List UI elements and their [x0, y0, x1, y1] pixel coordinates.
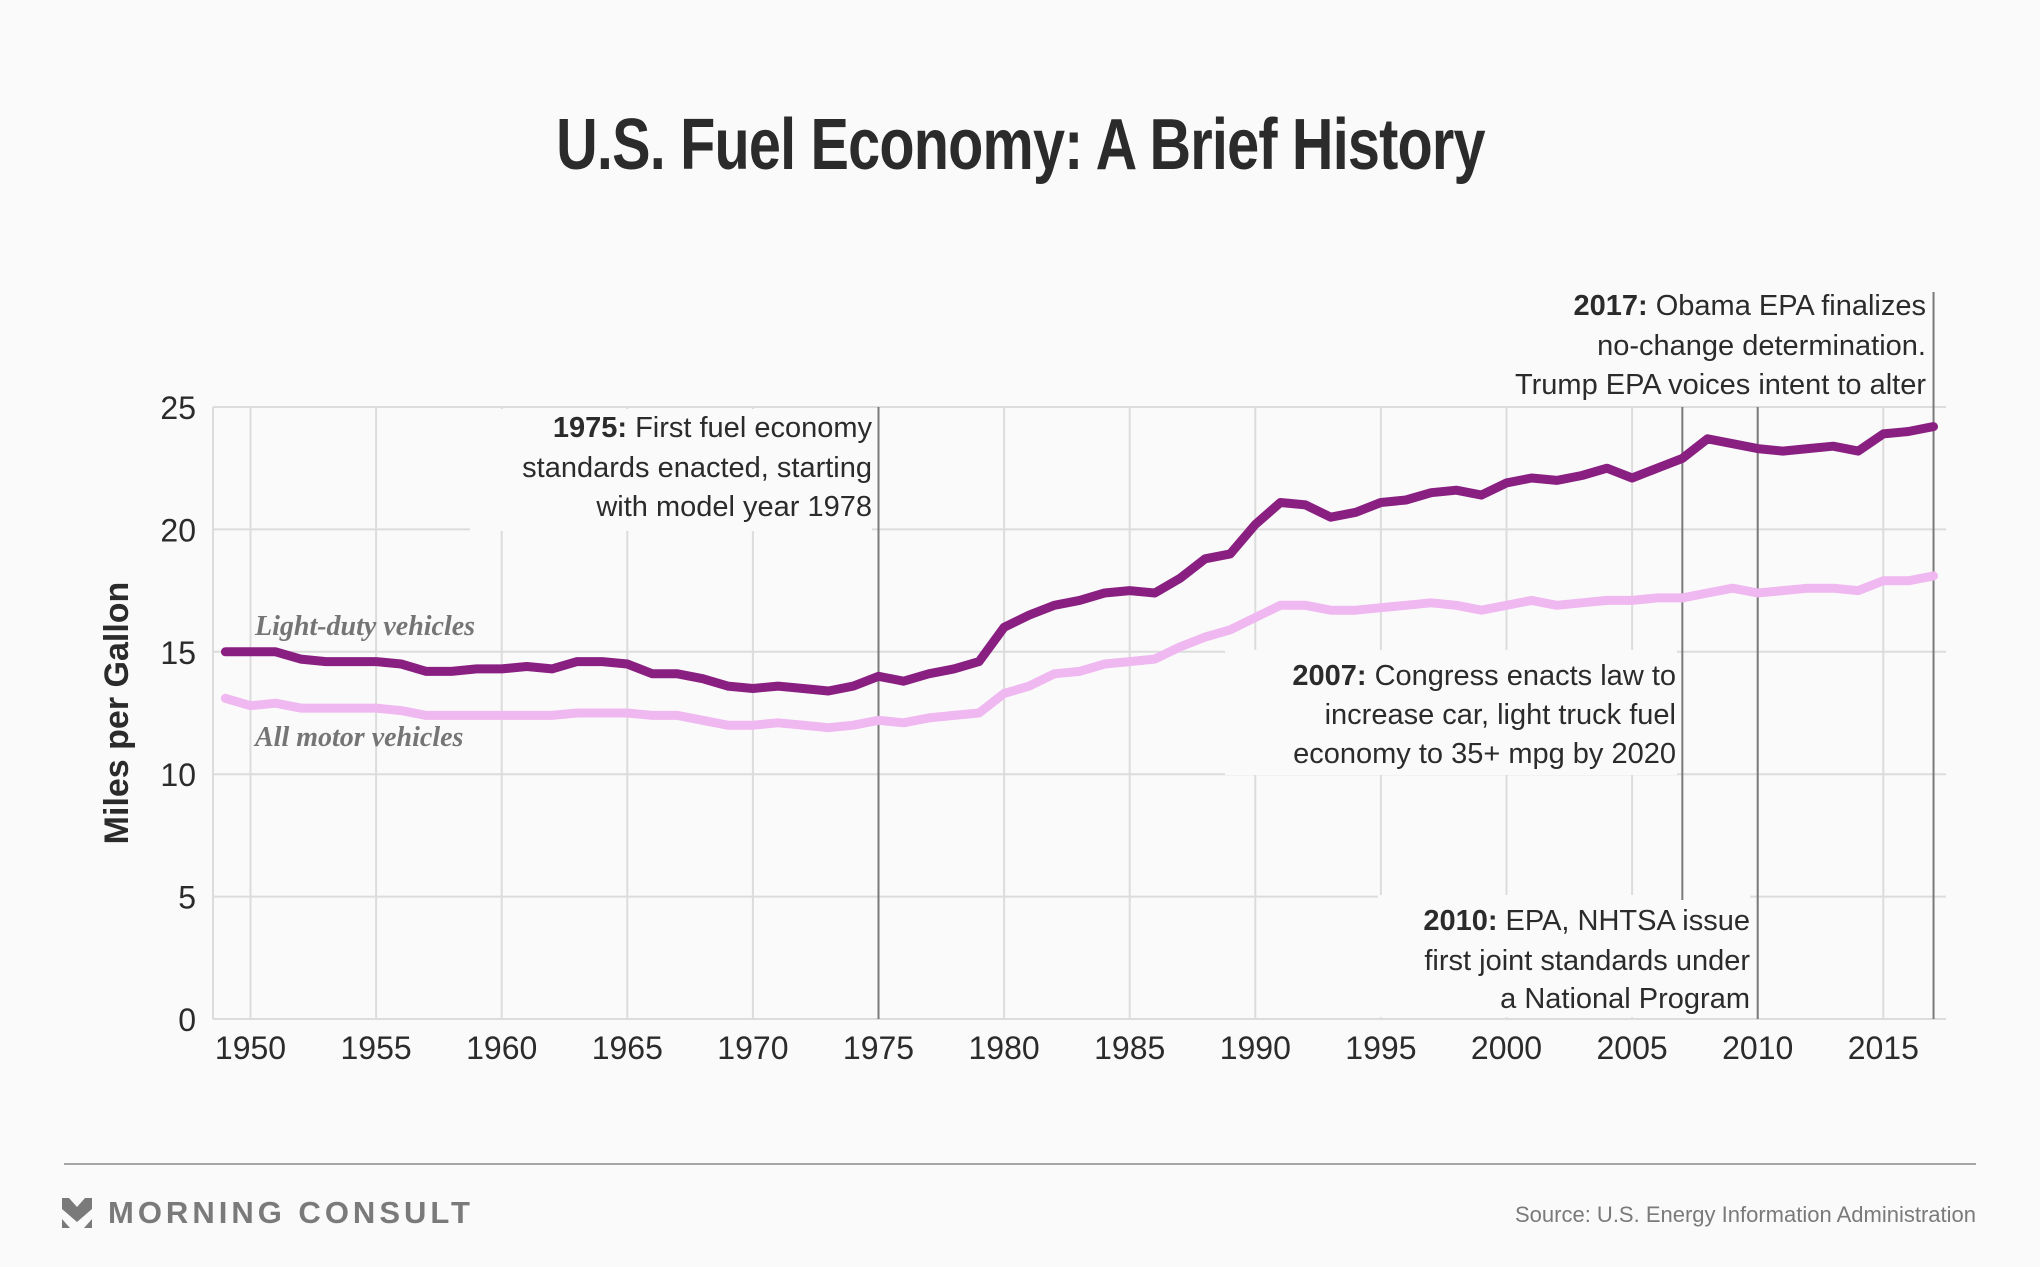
morning-consult-chevron-icon: [62, 1198, 92, 1228]
y-tick-label: 5: [178, 880, 196, 916]
y-tick-label: 20: [160, 512, 196, 548]
annotation-text-2007: increase car, light truck fuel: [1325, 699, 1676, 731]
annotation-text-2017: 2017: Obama EPA finalizes: [1574, 290, 1927, 322]
annotation-text-2017: Trump EPA voices intent to alter: [1515, 369, 1926, 401]
x-tick-label: 1980: [969, 1030, 1040, 1066]
y-tick-label: 15: [160, 635, 196, 671]
annotation-body: First fuel economy: [627, 412, 872, 444]
x-tick-label: 1995: [1345, 1030, 1416, 1066]
annotation-text-2007: 2007: Congress enacts law to: [1292, 660, 1676, 692]
annotations: 1975: First fuel economy standards enacte…: [522, 290, 1926, 1015]
annotation-text-1975: 1975: First fuel economy: [553, 412, 873, 444]
x-tick-label: 2010: [1722, 1030, 1793, 1066]
annotation-backgrounds: [470, 409, 1750, 1017]
chart-title: U.S. Fuel Economy: A Brief History: [0, 104, 2040, 186]
y-tick-label: 0: [178, 1002, 196, 1038]
x-tick-label: 1950: [215, 1030, 286, 1066]
x-tick-label: 2000: [1471, 1030, 1542, 1066]
annotation-text-2010: first joint standards under: [1424, 945, 1750, 977]
source-note: Source: U.S. Energy Information Administ…: [1515, 1202, 1976, 1227]
annotation-background: [470, 409, 872, 531]
annotation-text-2007: economy to 35+ mpg by 2020: [1293, 738, 1676, 770]
chart-title-text: U.S. Fuel Economy: A Brief History: [555, 105, 1485, 185]
x-tick-label: 1955: [341, 1030, 412, 1066]
annotation-text-2010: 2010: EPA, NHTSA issue: [1423, 905, 1750, 937]
annotation-text-2010: a National Program: [1500, 983, 1750, 1015]
annotation-text-1975: with model year 1978: [595, 491, 872, 523]
annotation-year: 2010:: [1423, 905, 1497, 937]
x-tick-label: 1960: [466, 1030, 537, 1066]
y-tick-label: 10: [160, 757, 196, 793]
x-tick-label: 2015: [1848, 1030, 1919, 1066]
annotation-body: Congress enacts law to: [1367, 660, 1676, 692]
x-tick-label: 1990: [1220, 1030, 1291, 1066]
annotation-text-1975: standards enacted, starting: [522, 452, 872, 484]
x-tick-label: 2005: [1597, 1030, 1668, 1066]
y-tick-label: 25: [160, 390, 196, 426]
annotation-year: 2007:: [1292, 660, 1366, 692]
brand-name: MORNING CONSULT: [108, 1195, 474, 1230]
series-label-light-duty: Light-duty vehicles: [254, 611, 475, 642]
annotation-body: Obama EPA finalizes: [1648, 290, 1926, 322]
annotation-year: 1975:: [553, 412, 627, 444]
annotation-background: [1225, 650, 1677, 775]
x-tick-label: 1975: [843, 1030, 914, 1066]
annotation-lines: [877, 292, 1935, 1019]
annotation-year: 2017:: [1574, 290, 1648, 322]
y-axis-label: Miles per Gallon: [98, 582, 136, 845]
series-label-all-motor: All motor vehicles: [253, 722, 464, 753]
x-tick-label: 1970: [717, 1030, 788, 1066]
annotation-body: EPA, NHTSA issue: [1498, 905, 1751, 937]
series-lines: [220, 422, 1938, 733]
annotation-text-2017: no-change determination.: [1597, 330, 1926, 362]
brand-logo: MORNING CONSULT: [62, 1195, 474, 1230]
x-tick-label: 1985: [1094, 1030, 1165, 1066]
annotation-background: [1378, 895, 1750, 1017]
y-axis-ticks: 0 5 10 15 20 25: [160, 390, 196, 1038]
x-axis-ticks: 1950 1955 1960 1965 1970 1975 1980 1985 1990 1995…: [215, 1030, 1919, 1066]
footer-divider: [64, 1163, 1976, 1165]
x-tick-label: 1965: [592, 1030, 663, 1066]
